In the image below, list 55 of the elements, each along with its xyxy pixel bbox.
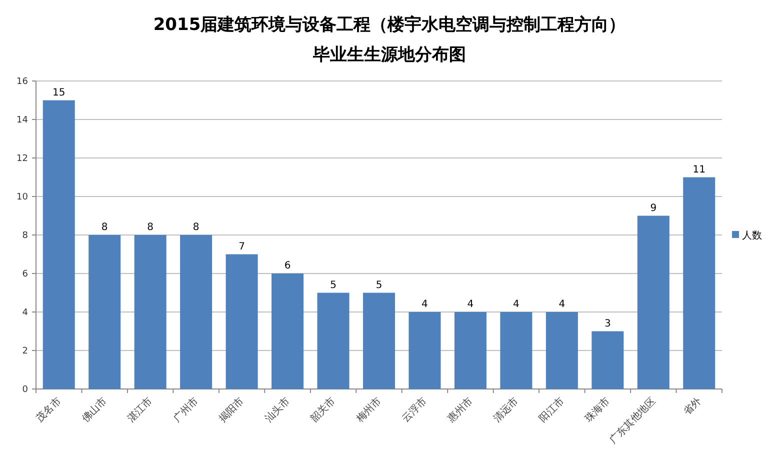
x-tick-label: 汕头市 xyxy=(262,395,292,425)
x-tick-label: 云浮市 xyxy=(400,395,430,425)
x-tick-label: 惠州市 xyxy=(444,395,476,426)
bar xyxy=(500,312,532,389)
data-label: 3 xyxy=(604,318,611,330)
x-tick-label: 广州市 xyxy=(170,395,201,425)
y-tick-label: 14 xyxy=(16,116,28,126)
x-tick-label: 佛山市 xyxy=(80,395,110,425)
y-tick-label: 4 xyxy=(22,308,28,318)
bar xyxy=(134,235,166,389)
bar xyxy=(88,235,121,389)
data-label: 11 xyxy=(692,164,706,176)
bar xyxy=(546,312,578,389)
bar xyxy=(272,274,304,389)
x-tick-label: 揭阳市 xyxy=(216,395,246,425)
data-label: 15 xyxy=(52,87,66,98)
bar xyxy=(408,312,441,389)
y-tick-label: 2 xyxy=(22,346,28,357)
x-tick-label: 湛江市 xyxy=(125,395,155,425)
data-label: 4 xyxy=(513,299,520,310)
x-tick-label: 茂名市 xyxy=(34,395,64,425)
legend-label: 人数 xyxy=(742,230,762,242)
y-tick-label: 8 xyxy=(22,231,28,242)
y-tick-label: 12 xyxy=(16,154,28,164)
bar xyxy=(317,292,350,389)
x-tick-label: 阳江市 xyxy=(536,395,567,425)
x-tick-label: 梅州市 xyxy=(353,395,384,426)
data-label: 8 xyxy=(101,222,108,233)
bar xyxy=(226,254,258,389)
data-label: 8 xyxy=(192,222,200,233)
data-label: 4 xyxy=(422,299,428,310)
bar xyxy=(637,216,670,389)
bar xyxy=(180,235,212,389)
data-label: 7 xyxy=(238,241,245,252)
y-tick-label: 10 xyxy=(16,192,28,203)
chart-title: 2015届建筑环境与设备工程（楼宇水电空调与控制工程方向） xyxy=(153,15,626,35)
y-tick-label: 6 xyxy=(22,270,28,280)
bar xyxy=(683,177,716,389)
data-label: 4 xyxy=(467,299,474,310)
chart-subtitle: 毕业生生源地分布图 xyxy=(312,45,466,65)
bar xyxy=(454,312,486,389)
y-tick-label: 0 xyxy=(22,385,28,396)
data-label: 6 xyxy=(284,260,291,272)
data-label: 9 xyxy=(650,202,657,214)
x-tick-label: 清远市 xyxy=(491,395,521,425)
x-tick-label: 韶关市 xyxy=(308,395,338,425)
data-label: 5 xyxy=(330,280,336,291)
data-label: 4 xyxy=(558,299,566,310)
data-label: 5 xyxy=(376,280,382,291)
y-tick-label: 16 xyxy=(16,77,28,88)
data-label: 8 xyxy=(147,222,154,233)
bar xyxy=(42,100,75,389)
x-tick-label: 省外 xyxy=(681,395,704,418)
bar xyxy=(362,292,396,389)
bar xyxy=(592,331,624,389)
